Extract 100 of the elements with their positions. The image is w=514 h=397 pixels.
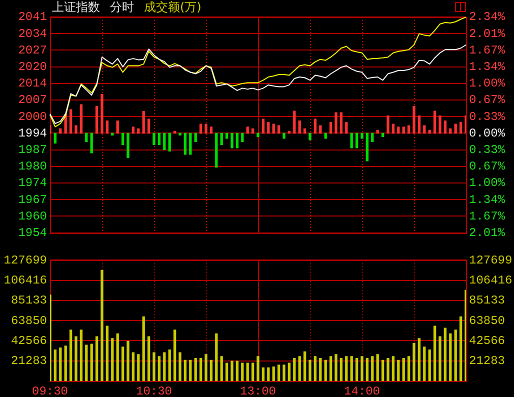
bar: [355, 132, 358, 148]
bar: [178, 352, 182, 381]
bar: [324, 360, 327, 381]
bar: [215, 132, 218, 168]
bar: [298, 356, 301, 381]
bar: [54, 132, 57, 144]
bar: [360, 356, 364, 381]
bar: [428, 349, 431, 381]
bar: [95, 106, 98, 134]
bar: [277, 125, 280, 134]
bar: [449, 128, 452, 134]
x-tick-label: 10:30: [136, 384, 172, 397]
y2-tick-label: 85133: [469, 294, 506, 308]
bar: [381, 360, 384, 381]
bar: [142, 316, 145, 381]
bar: [444, 328, 447, 381]
bar: [392, 356, 395, 381]
y2-tick-label: 21283: [469, 354, 506, 368]
bar: [147, 336, 150, 381]
y2-tick-label: 1.00%: [469, 176, 506, 190]
bar: [308, 360, 312, 381]
y-tick-label: 1974: [18, 176, 47, 190]
bar: [194, 358, 197, 381]
bar: [152, 132, 156, 146]
y-tick-label: 1987: [18, 142, 47, 157]
bar: [178, 132, 182, 136]
bar: [168, 349, 171, 381]
bar: [158, 356, 161, 381]
bar: [189, 360, 192, 381]
y2-tick-label: 0.67%: [469, 93, 506, 108]
bar: [100, 270, 104, 381]
bar: [308, 132, 312, 140]
bar: [371, 132, 374, 142]
bar: [449, 333, 452, 381]
bar: [194, 132, 197, 142]
bar: [54, 349, 57, 381]
bar: [402, 358, 405, 381]
bar: [225, 132, 228, 139]
bar: [423, 346, 426, 381]
bar: [459, 316, 462, 381]
bar: [366, 358, 369, 381]
y2-tick-label: 0.00%: [469, 126, 506, 140]
bar: [412, 106, 416, 134]
bar: [256, 356, 260, 381]
bar: [282, 132, 286, 139]
bar: [184, 360, 187, 381]
y2-tick-label: 2.01%: [469, 26, 506, 41]
bar: [158, 132, 161, 146]
bar: [126, 340, 130, 381]
y-tick-label: 1954: [18, 226, 47, 240]
bar: [345, 122, 348, 134]
bar: [418, 115, 421, 134]
bar: [80, 104, 83, 134]
bar: [85, 344, 88, 381]
x-tick-label: 13:00: [240, 384, 276, 397]
y2-tick-label: 42566: [469, 334, 506, 348]
bar: [397, 126, 400, 134]
bar: [267, 122, 270, 134]
bar: [282, 364, 286, 381]
bar: [199, 358, 202, 381]
y-tick-label: 21283: [10, 354, 47, 368]
bar: [251, 362, 254, 381]
bar: [433, 326, 436, 381]
bar: [116, 120, 119, 134]
y-tick-label: 106416: [4, 274, 47, 288]
chart-subtitle: 分时: [110, 0, 134, 14]
bar: [371, 356, 374, 381]
bar: [293, 110, 296, 134]
y-tick-label: 2041: [18, 10, 47, 24]
bar: [355, 358, 358, 381]
y2-tick-label: 0.33%: [469, 110, 506, 124]
bar: [319, 358, 322, 381]
bar: [163, 132, 166, 150]
bar: [95, 336, 98, 381]
y-tick-label: 127699: [4, 253, 47, 268]
bar: [459, 122, 462, 134]
bar: [220, 356, 223, 381]
y2-tick-label: 0.67%: [469, 160, 506, 174]
bar: [293, 358, 296, 381]
y-tick-label: 63850: [10, 314, 47, 328]
bar: [132, 126, 135, 134]
bar: [386, 358, 390, 381]
bar: [350, 356, 353, 381]
bar: [423, 125, 426, 134]
bar: [121, 132, 124, 146]
bar: [69, 330, 72, 381]
bar: [454, 330, 457, 381]
bar: [74, 125, 78, 134]
y-tick-label: 1980: [18, 160, 47, 174]
bar: [230, 360, 234, 381]
bar: [106, 326, 109, 381]
x-tick-label: 14:00: [344, 384, 380, 397]
y2-tick-label: 1.67%: [469, 43, 506, 58]
bar: [314, 356, 317, 381]
bar: [303, 351, 306, 381]
bar: [444, 120, 447, 134]
bar: [80, 330, 83, 381]
bar: [246, 126, 249, 134]
bar: [319, 125, 322, 134]
bar: [59, 348, 62, 381]
